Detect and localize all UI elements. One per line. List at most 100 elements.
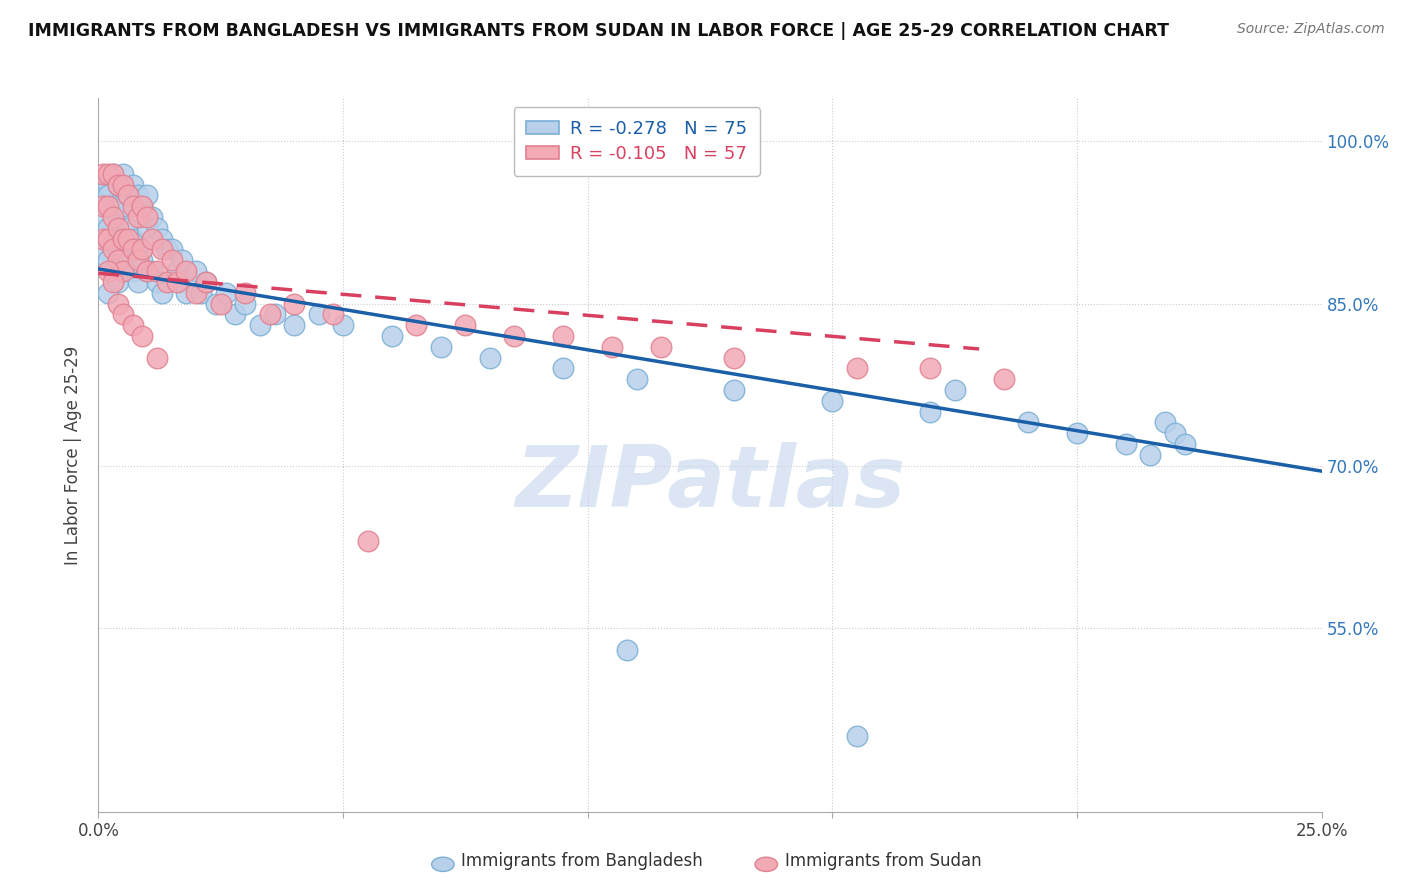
Point: [146, 275, 169, 289]
Point: [141, 232, 163, 246]
Point: [166, 275, 188, 289]
Point: [723, 351, 745, 365]
Text: Source: ZipAtlas.com: Source: ZipAtlas.com: [1237, 22, 1385, 37]
Point: [283, 296, 305, 310]
Point: [233, 285, 256, 300]
Point: [263, 307, 285, 321]
Point: [97, 188, 120, 202]
Point: [107, 243, 129, 257]
Point: [136, 264, 159, 278]
Point: [150, 243, 173, 257]
Point: [160, 243, 183, 257]
Point: [920, 361, 942, 376]
Point: [146, 220, 169, 235]
Point: [136, 210, 159, 224]
Point: [111, 307, 134, 321]
Point: [97, 178, 120, 192]
Point: [101, 167, 124, 181]
Point: [600, 340, 623, 354]
Point: [381, 329, 404, 343]
Point: [117, 253, 139, 268]
Point: [1164, 426, 1187, 441]
Point: [190, 285, 212, 300]
Point: [454, 318, 477, 333]
Point: [322, 307, 344, 321]
Point: [478, 351, 501, 365]
Point: [127, 210, 149, 224]
Point: [176, 264, 198, 278]
Point: [107, 253, 129, 268]
Point: [170, 253, 193, 268]
Point: [101, 275, 124, 289]
Point: [107, 178, 129, 192]
Point: [111, 167, 134, 181]
Point: [97, 285, 120, 300]
Point: [920, 405, 942, 419]
Point: [332, 318, 354, 333]
Point: [1115, 437, 1137, 451]
Point: [308, 307, 330, 321]
Point: [1139, 448, 1161, 462]
Point: [101, 199, 124, 213]
Point: [111, 264, 134, 278]
Point: [91, 178, 114, 192]
Point: [503, 329, 526, 343]
Point: [224, 307, 246, 321]
Point: [121, 318, 143, 333]
Point: [195, 275, 218, 289]
Point: [156, 275, 179, 289]
Point: [97, 220, 120, 235]
Point: [723, 383, 745, 397]
Point: [249, 318, 271, 333]
Point: [214, 285, 236, 300]
Point: [205, 296, 228, 310]
Point: [117, 232, 139, 246]
Point: [131, 329, 153, 343]
Point: [1174, 437, 1197, 451]
Text: ZIPatlas: ZIPatlas: [515, 442, 905, 525]
Point: [150, 285, 173, 300]
Point: [553, 361, 575, 376]
Point: [111, 178, 134, 192]
Point: [111, 199, 134, 213]
Point: [845, 361, 868, 376]
Point: [121, 243, 143, 257]
Point: [121, 264, 143, 278]
Point: [1154, 416, 1177, 430]
Point: [107, 296, 129, 310]
Point: [136, 220, 159, 235]
Point: [160, 253, 183, 268]
Point: [117, 188, 139, 202]
Point: [993, 372, 1015, 386]
Point: [97, 232, 120, 246]
Point: [845, 729, 868, 743]
Point: [821, 393, 844, 408]
Point: [97, 264, 120, 278]
Text: Immigrants from Bangladesh: Immigrants from Bangladesh: [461, 852, 703, 870]
Point: [553, 329, 575, 343]
Point: [405, 318, 427, 333]
Point: [1066, 426, 1088, 441]
Point: [107, 178, 129, 192]
Point: [91, 243, 114, 257]
Point: [97, 167, 120, 181]
Point: [131, 253, 153, 268]
Point: [650, 340, 672, 354]
Point: [101, 210, 124, 224]
Legend: R = -0.278   N = 75, R = -0.105   N = 57: R = -0.278 N = 75, R = -0.105 N = 57: [513, 107, 759, 176]
Point: [136, 188, 159, 202]
Point: [101, 167, 124, 181]
Point: [156, 243, 179, 257]
Point: [101, 264, 124, 278]
Text: Immigrants from Sudan: Immigrants from Sudan: [785, 852, 981, 870]
Point: [111, 232, 134, 246]
Point: [186, 264, 208, 278]
Point: [166, 264, 188, 278]
Point: [117, 220, 139, 235]
Point: [131, 199, 153, 213]
Point: [121, 178, 143, 192]
Point: [430, 340, 453, 354]
Point: [1017, 416, 1039, 430]
Point: [356, 534, 378, 549]
Point: [107, 220, 129, 235]
